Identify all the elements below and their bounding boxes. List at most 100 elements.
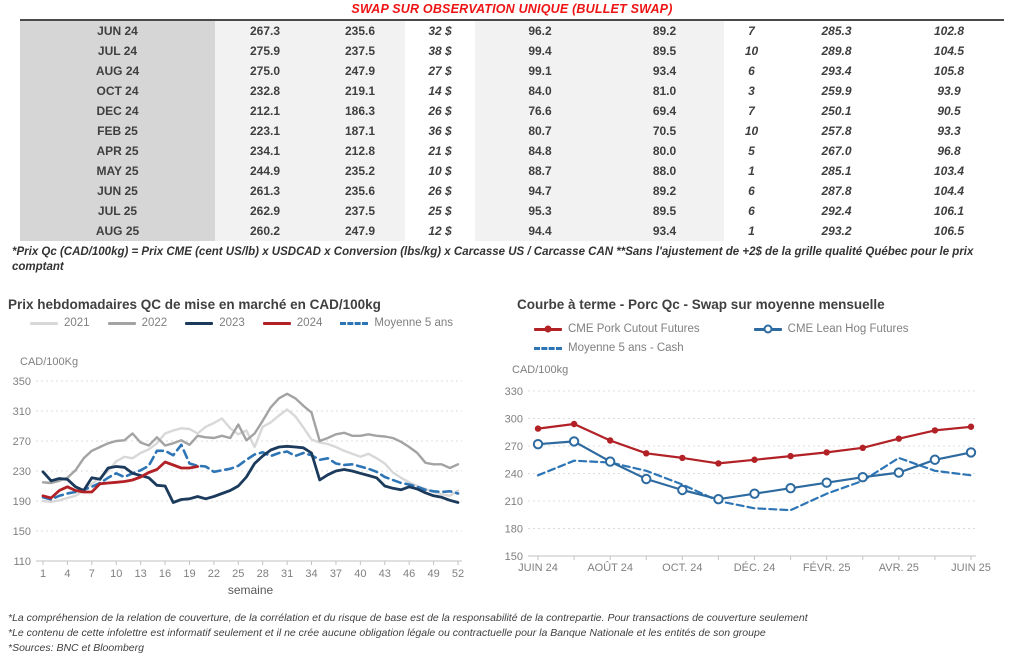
table-row: APR 25 234.1 212.8 21 $ 84.8 80.0 5 267.0 96.8 — [20, 141, 1004, 161]
x-tick-label: 37 — [330, 568, 342, 580]
cell-futures-us: 90.5 — [937, 104, 961, 118]
footer-line-1: *La compréhension de la relation de couv… — [8, 612, 808, 624]
data-point-marker — [641, 473, 652, 485]
cell-futures-qc: 250.1 — [821, 104, 852, 118]
x-tick-label: 28 — [257, 568, 269, 580]
y-tick-label: 230 — [13, 466, 31, 478]
footer-line-3: *Sources: BNC et Bloomberg — [8, 642, 144, 654]
cell-cash-us: 89.5 — [605, 41, 724, 61]
series-2024-line — [41, 460, 199, 500]
cell-cash-qc: 186.3 — [315, 101, 405, 121]
cell-price-qc: 261.3 — [215, 181, 315, 201]
x-tick-label: FÉVR. 25 — [803, 561, 851, 574]
cell-price-qc: 260.2 — [215, 221, 315, 241]
forward-chart-legend-row2: Moyenne 5 ans - Cash — [534, 342, 684, 354]
data-point-marker — [713, 493, 724, 505]
cell-price-qc: 234.1 — [215, 141, 315, 161]
line-swatch-icon — [262, 321, 291, 325]
legend-item-moyenne-5-ans-cash: Moyenne 5 ans - Cash — [534, 342, 684, 354]
forward-curve-chart-svg: 150 180 210 240 270 300 330 JUIN 24 AOÛT 24 OCT. … — [505, 386, 991, 574]
y-tick-label: 210 — [505, 496, 523, 508]
cell-month: DEC 24 — [20, 101, 215, 121]
page-title: SWAP SUR OBSERVATION UNIQUE (BULLET SWAP… — [351, 2, 673, 16]
cell-gain: 36 $ — [428, 124, 452, 138]
cell-cash-qc: 187.1 — [315, 121, 405, 141]
cell-gain: 14 $ — [428, 84, 452, 98]
data-point-marker — [568, 436, 580, 447]
cell-gain-us: 3 — [748, 84, 755, 98]
cell-month: OCT 24 — [20, 81, 215, 101]
table-row: JUN 24 267.3 235.6 32 $ 96.2 89.2 7 285.3 102.8 — [20, 20, 1004, 41]
cell-futures-qc: 257.8 — [821, 124, 852, 138]
open-dot-icon — [763, 324, 773, 334]
x-tick-label: 49 — [427, 568, 439, 580]
x-tick-label: 13 — [135, 568, 147, 580]
data-point-marker — [787, 452, 794, 460]
weekly-chart-ylabel: CAD/100Kg — [20, 356, 79, 368]
data-point-marker — [857, 471, 868, 483]
x-tick-label: 22 — [208, 568, 220, 580]
cell-cash-qc: 247.9 — [315, 61, 405, 81]
cell-futures-us: 93.3 — [937, 124, 961, 138]
x-tick-label: 40 — [354, 568, 366, 580]
line-swatch-icon — [107, 321, 136, 325]
cell-futures-qc: 287.8 — [821, 184, 852, 198]
cell-futures-qc: 289.8 — [821, 44, 852, 58]
footer-line-2: *Le contenu de cette infolettre est info… — [8, 627, 766, 639]
legend-label: 2024 — [296, 317, 323, 329]
cell-futures-us: 104.4 — [933, 184, 965, 198]
x-tick-label: DÉC. 24 — [734, 561, 776, 574]
cell-month: MAY 25 — [20, 161, 215, 181]
cell-cash-qc: 235.6 — [315, 20, 405, 41]
table-row: JUL 25 262.9 237.5 25 $ 95.3 89.5 6 292.4 106.1 — [20, 201, 1004, 221]
cell-price-qc: 232.8 — [215, 81, 315, 101]
cell-futures-us: 102.8 — [933, 24, 965, 38]
table-row: DEC 24 212.1 186.3 26 $ 76.6 69.4 7 250.1 90.5 — [20, 101, 1004, 121]
cell-gain: 32 $ — [428, 24, 452, 38]
swap-table-body: JUN 24 267.3 235.6 32 $96.2 89.2 7 285.3 102.8 J… — [20, 20, 1004, 241]
cell-gain-us: 7 — [748, 24, 755, 38]
table-row: JUL 24 275.9 237.5 38 $ 99.4 89.5 10 289.8 104.5 — [20, 41, 1004, 61]
cell-cutout-us: 84.8 — [475, 141, 605, 161]
cell-cash-us: 81.0 — [605, 81, 724, 101]
cell-cash-qc: 235.2 — [315, 161, 405, 181]
cell-price-qc: 212.1 — [215, 101, 315, 121]
legend-item-2021: 2021 — [30, 317, 90, 329]
cell-cutout-us: 88.7 — [475, 161, 605, 181]
cell-gain-us: 6 — [748, 204, 755, 218]
cell-cutout-us: 99.1 — [475, 61, 605, 81]
cell-gain: 38 $ — [428, 44, 452, 58]
data-point-marker — [532, 438, 544, 450]
cell-month: JUN 25 — [20, 181, 215, 201]
cell-gain: 10 $ — [428, 164, 452, 178]
dashed-line-swatch-icon — [534, 346, 562, 350]
data-point-marker — [859, 444, 866, 452]
cell-price-qc: 267.3 — [215, 20, 315, 41]
cell-month: JUL 24 — [20, 41, 215, 61]
cell-gain-us: 7 — [748, 104, 755, 118]
cell-gain: 26 $ — [428, 104, 452, 118]
cell-month: AUG 24 — [20, 61, 215, 81]
cell-gain: 26 $ — [428, 184, 452, 198]
filled-dot-icon — [544, 325, 552, 333]
cell-gain: 21 $ — [428, 144, 452, 158]
series-moyenne-5-ans-line — [41, 443, 460, 501]
data-point-marker — [895, 435, 903, 442]
x-tick-label: 46 — [403, 568, 415, 580]
cell-month: FEB 25 — [20, 121, 215, 141]
cell-cash-us: 93.4 — [605, 221, 724, 241]
legend-item-cme-pork-cutout-futures: CME Pork Cutout Futures — [534, 323, 700, 335]
cell-futures-us: 103.4 — [933, 164, 965, 178]
cell-gain-us: 10 — [744, 124, 759, 138]
cell-cutout-us: 96.2 — [475, 20, 605, 41]
footer-notes: *La compréhension de la relation de couv… — [8, 611, 1016, 656]
forward-chart-legend-row1: CME Pork Cutout Futures CME Lean Hog Futu… — [534, 323, 908, 335]
x-tick-label: AOÛT 24 — [587, 561, 633, 574]
table-footnote: *Prix Qc (CAD/100kg) = Prix CME (cent US… — [12, 246, 974, 273]
data-point-marker — [715, 460, 722, 467]
cell-cash-us: 93.4 — [605, 61, 724, 81]
y-tick-label: 330 — [505, 386, 523, 398]
line-swatch-icon — [185, 321, 214, 325]
x-tick-label: JUIN 24 — [518, 562, 558, 574]
